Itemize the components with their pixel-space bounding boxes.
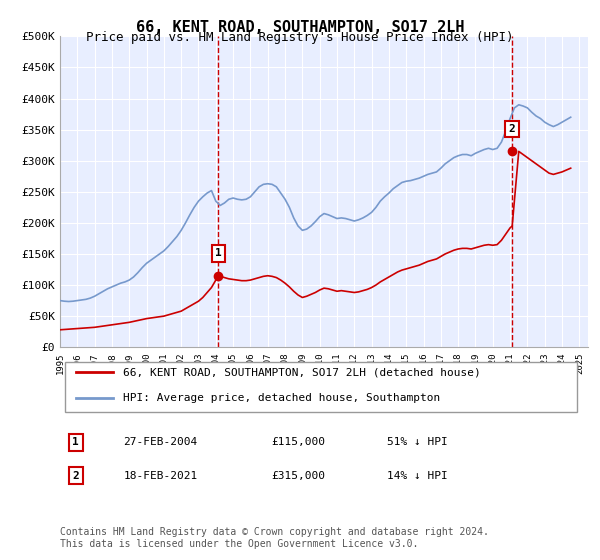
Text: Contains HM Land Registry data © Crown copyright and database right 2024.
This d: Contains HM Land Registry data © Crown c… [60, 527, 489, 549]
FancyBboxPatch shape [65, 362, 577, 412]
Text: 51% ↓ HPI: 51% ↓ HPI [388, 437, 448, 447]
Text: 66, KENT ROAD, SOUTHAMPTON, SO17 2LH: 66, KENT ROAD, SOUTHAMPTON, SO17 2LH [136, 20, 464, 35]
Text: 14% ↓ HPI: 14% ↓ HPI [388, 470, 448, 480]
Text: £115,000: £115,000 [271, 437, 325, 447]
Text: Price paid vs. HM Land Registry's House Price Index (HPI): Price paid vs. HM Land Registry's House … [86, 31, 514, 44]
Text: 2: 2 [73, 470, 79, 480]
Text: 2: 2 [509, 124, 515, 134]
Text: HPI: Average price, detached house, Southampton: HPI: Average price, detached house, Sout… [124, 393, 440, 403]
Text: 66, KENT ROAD, SOUTHAMPTON, SO17 2LH (detached house): 66, KENT ROAD, SOUTHAMPTON, SO17 2LH (de… [124, 367, 481, 377]
Text: 27-FEB-2004: 27-FEB-2004 [124, 437, 197, 447]
Text: 1: 1 [73, 437, 79, 447]
Text: £315,000: £315,000 [271, 470, 325, 480]
Text: 1: 1 [215, 248, 222, 258]
Text: 18-FEB-2021: 18-FEB-2021 [124, 470, 197, 480]
